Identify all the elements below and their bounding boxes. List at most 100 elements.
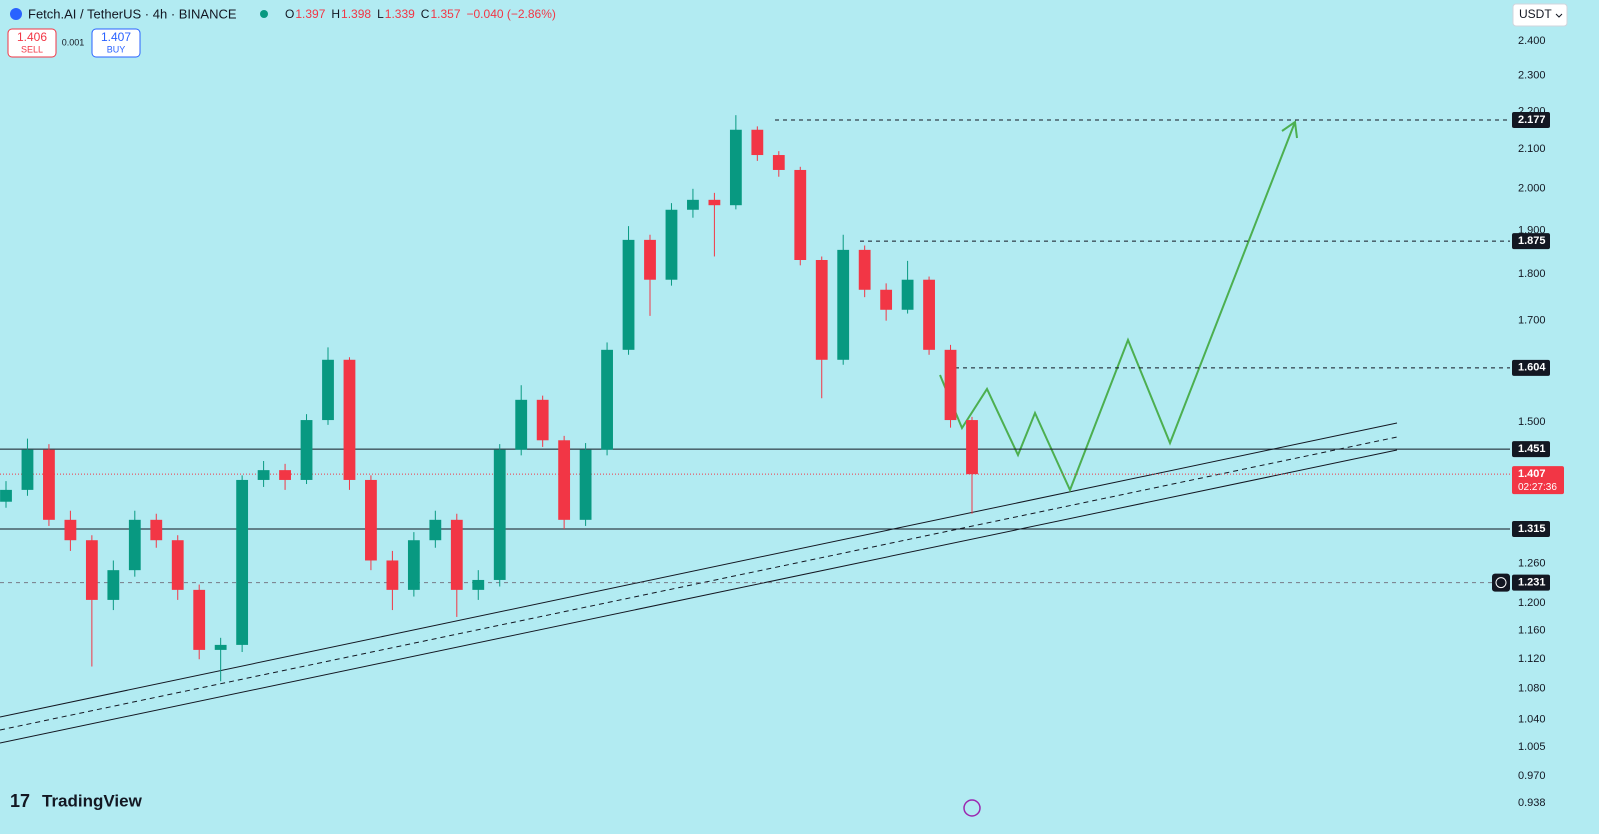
channel-upper bbox=[0, 422, 1398, 718]
candle-body bbox=[880, 289, 893, 310]
candle-body bbox=[343, 359, 356, 480]
candle-body bbox=[858, 249, 871, 290]
levels bbox=[0, 119, 1510, 584]
sell-label: SELL bbox=[21, 44, 43, 54]
currency-box[interactable] bbox=[1512, 3, 1568, 27]
candle-body bbox=[128, 519, 141, 571]
candle-body bbox=[515, 399, 528, 450]
brand-logo: 17 bbox=[10, 791, 30, 811]
candle-body bbox=[257, 470, 270, 480]
candle-body bbox=[171, 540, 184, 590]
candle-body bbox=[365, 479, 377, 561]
candle-body bbox=[708, 199, 721, 206]
candle-body bbox=[579, 449, 592, 520]
candle-body bbox=[536, 399, 549, 441]
sell-button[interactable] bbox=[7, 28, 57, 58]
candle-body bbox=[558, 440, 571, 520]
y-tick-label: 1.260 bbox=[1518, 558, 1546, 570]
level-tag bbox=[1512, 521, 1550, 538]
candle-body bbox=[901, 279, 914, 310]
buy-label: BUY bbox=[107, 44, 126, 54]
y-tick-label: 0.970 bbox=[1518, 770, 1546, 782]
y-tick-label: 1.700 bbox=[1518, 315, 1546, 327]
ohlc-key: O bbox=[285, 7, 294, 21]
level-tag bbox=[1512, 466, 1564, 495]
candle-body bbox=[687, 199, 699, 210]
brand: 17 TradingView bbox=[10, 791, 143, 811]
chevron bbox=[1555, 13, 1563, 18]
y-tick-label: 1.200 bbox=[1518, 597, 1546, 609]
candle-body bbox=[772, 155, 785, 170]
level-tag bbox=[1512, 233, 1550, 250]
candle-body bbox=[300, 420, 313, 480]
symbol-icon bbox=[10, 8, 22, 20]
ohlc-value: 1.339 bbox=[385, 7, 415, 21]
candle-body bbox=[815, 259, 828, 360]
header: Fetch.AI / TetherUS · 4h · BINANCE O 1.39… bbox=[10, 6, 556, 21]
market-status bbox=[260, 10, 268, 18]
ohlc-key: L bbox=[377, 7, 384, 21]
candle-body bbox=[837, 249, 850, 360]
event-icon[interactable] bbox=[963, 799, 981, 817]
ohlc-key: C bbox=[421, 7, 430, 21]
candle-body bbox=[450, 519, 463, 590]
y-tick-label: 2.400 bbox=[1518, 35, 1546, 47]
candle-body bbox=[21, 449, 34, 490]
currency: USDT bbox=[1519, 7, 1552, 21]
level-label: 1.451 bbox=[1518, 443, 1546, 455]
candle-body bbox=[43, 449, 55, 520]
candle-body bbox=[407, 540, 420, 590]
candle-body bbox=[665, 209, 678, 280]
level-label: 1.604 bbox=[1518, 362, 1546, 374]
countdown: 02:27:36 bbox=[1518, 482, 1557, 493]
level-tag bbox=[1512, 441, 1550, 458]
currency-select[interactable]: USDT bbox=[1512, 3, 1568, 27]
y-tick-label: 2.300 bbox=[1518, 69, 1546, 81]
buy-button[interactable] bbox=[91, 28, 141, 58]
trade-buttons: 1.406 SELL 0.001 1.407 BUY bbox=[7, 28, 141, 58]
level-label: 1.231 bbox=[1518, 576, 1546, 588]
candle-body bbox=[966, 420, 978, 475]
level-tag bbox=[1512, 112, 1550, 129]
candle-body bbox=[386, 560, 399, 590]
projection-path bbox=[939, 121, 1296, 493]
y-tick-label: 2.100 bbox=[1518, 143, 1546, 155]
candle-body bbox=[644, 239, 656, 280]
ohlc-value: 1.357 bbox=[430, 7, 460, 21]
candle-body bbox=[429, 519, 442, 541]
candle-body bbox=[150, 519, 163, 541]
buy-price: 1.407 bbox=[101, 30, 131, 44]
candle-body bbox=[601, 349, 613, 450]
candle-body bbox=[64, 519, 77, 541]
y-tick-label: 1.800 bbox=[1518, 268, 1546, 280]
candle-body bbox=[794, 169, 807, 260]
candle-body bbox=[0, 489, 12, 502]
level-label: 2.177 bbox=[1518, 114, 1546, 126]
candle-body bbox=[85, 540, 98, 600]
channel-mid bbox=[0, 436, 1398, 731]
candle-body bbox=[214, 644, 227, 650]
ohlc: O 1.397 H 1.398 L 1.339 C 1.357 bbox=[285, 7, 461, 21]
brand-name: TradingView bbox=[42, 791, 143, 810]
ohlc-value: 1.398 bbox=[341, 7, 371, 21]
candles bbox=[0, 115, 978, 682]
candle-body bbox=[193, 589, 206, 650]
y-tick-label: 1.500 bbox=[1518, 416, 1546, 428]
ohlc-value: 1.397 bbox=[295, 7, 325, 21]
candle-body bbox=[622, 239, 635, 350]
y-tick-label: 1.080 bbox=[1518, 683, 1546, 695]
ohlc-key: H bbox=[331, 7, 340, 21]
sell-price: 1.406 bbox=[17, 30, 47, 44]
spread: 0.001 bbox=[62, 37, 85, 47]
symbol[interactable]: Fetch.AI / TetherUS · 4h · BINANCE bbox=[28, 6, 237, 21]
level-tag bbox=[1512, 359, 1550, 376]
channel bbox=[0, 422, 1398, 744]
candle-body bbox=[729, 129, 742, 206]
y-tick-label: 2.000 bbox=[1518, 183, 1546, 195]
y-tick-label: 1.160 bbox=[1518, 625, 1546, 637]
alert-button bbox=[1492, 573, 1510, 592]
level-label: 1.875 bbox=[1518, 235, 1546, 247]
change: −0.040 (−2.86%) bbox=[467, 7, 556, 21]
